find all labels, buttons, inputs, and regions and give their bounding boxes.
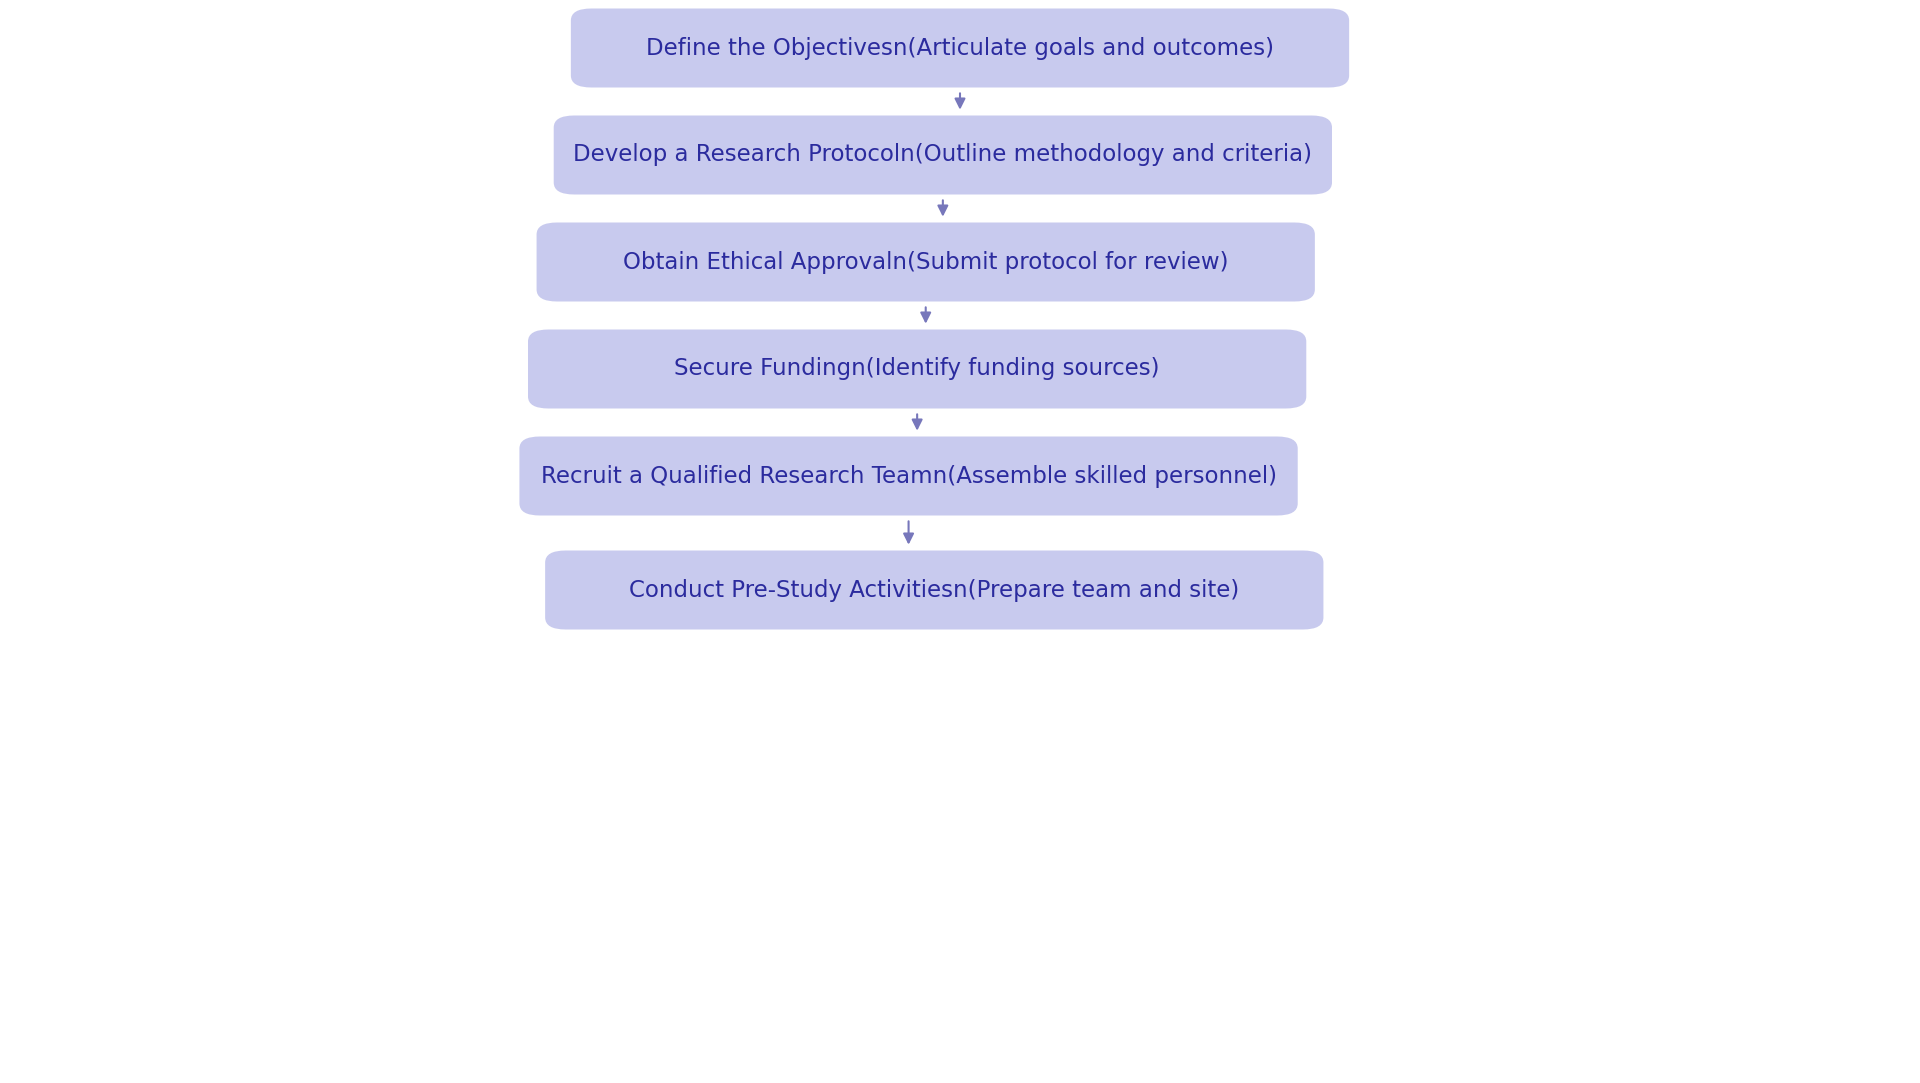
Text: Define the Objectivesn(Articulate goals and outcomes): Define the Objectivesn(Articulate goals … — [645, 37, 1275, 60]
FancyBboxPatch shape — [528, 329, 1306, 408]
FancyBboxPatch shape — [553, 116, 1332, 195]
Text: Obtain Ethical Approvaln(Submit protocol for review): Obtain Ethical Approvaln(Submit protocol… — [622, 250, 1229, 274]
Text: Recruit a Qualified Research Teamn(Assemble skilled personnel): Recruit a Qualified Research Teamn(Assem… — [541, 465, 1277, 487]
FancyBboxPatch shape — [536, 222, 1315, 301]
FancyBboxPatch shape — [570, 9, 1350, 88]
FancyBboxPatch shape — [545, 550, 1323, 629]
Text: Conduct Pre-Study Activitiesn(Prepare team and site): Conduct Pre-Study Activitiesn(Prepare te… — [630, 578, 1240, 601]
Text: Develop a Research Protocoln(Outline methodology and criteria): Develop a Research Protocoln(Outline met… — [574, 144, 1313, 167]
FancyBboxPatch shape — [520, 436, 1298, 516]
Text: Secure Fundingn(Identify funding sources): Secure Fundingn(Identify funding sources… — [674, 357, 1160, 380]
